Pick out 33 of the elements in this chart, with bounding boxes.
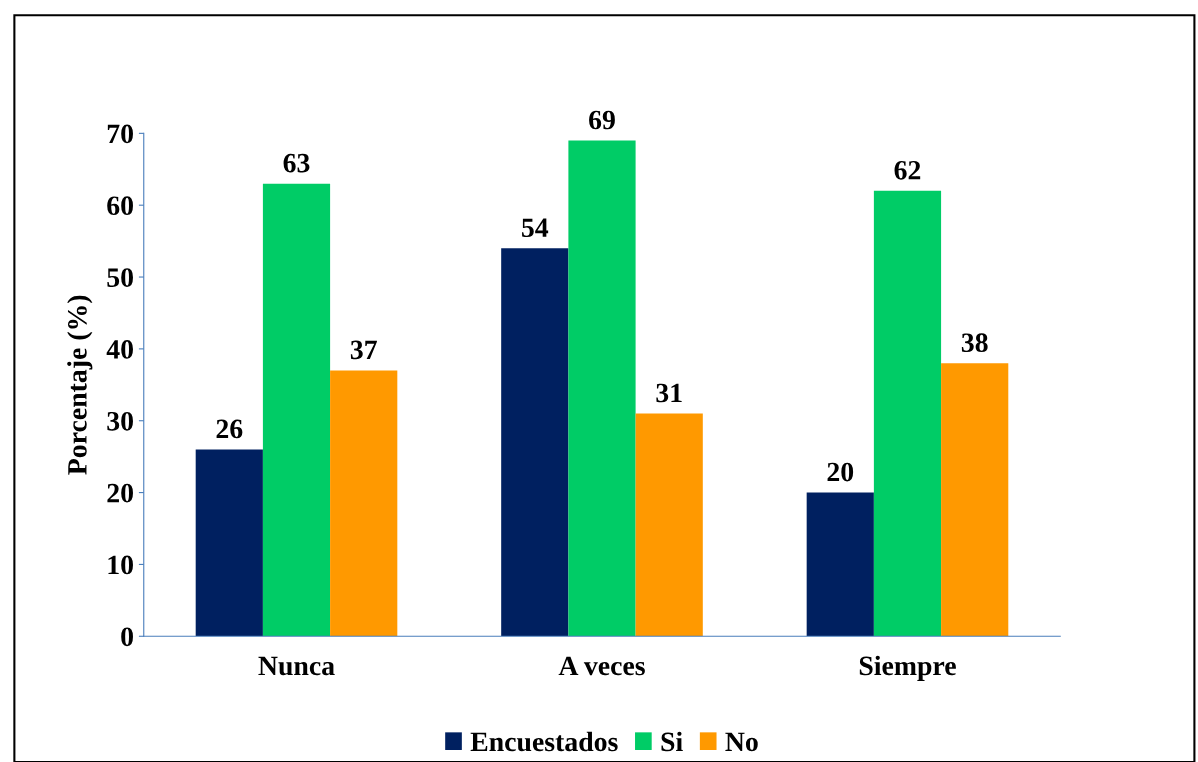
y-tick-label: 20 [107, 483, 133, 503]
y-tick-label: 50 [107, 268, 133, 287]
bar [941, 363, 1009, 637]
data-label: 26 [216, 419, 243, 439]
x-tick-label: Nunca [258, 656, 335, 676]
y-tick-label: 10 [108, 555, 133, 575]
data-label: 63 [283, 153, 310, 173]
legend-label: No [725, 732, 758, 752]
data-label: 62 [894, 160, 921, 180]
bar [806, 492, 874, 637]
bar [635, 413, 703, 637]
bar [873, 190, 942, 637]
legend-label: Encuestados [470, 731, 618, 752]
legend-label: Si [661, 731, 683, 752]
bar [568, 140, 636, 637]
data-label: 20 [827, 462, 854, 482]
bar [195, 449, 263, 637]
y-tick-label: 40 [106, 340, 133, 359]
y-tick-label: 70 [107, 124, 133, 144]
x-tick-label: Siempre [859, 655, 956, 681]
bar [501, 248, 569, 637]
y-tick-label: 30 [107, 411, 133, 431]
data-label: 38 [961, 333, 988, 353]
y-tick-label: 0 [121, 627, 133, 647]
bar [262, 183, 331, 637]
data-label: 31 [656, 383, 682, 403]
data-label: 37 [350, 340, 377, 360]
data-label: 54 [522, 218, 549, 238]
bar [330, 370, 398, 637]
y-axis-title: Porcentaje (%) [67, 295, 93, 475]
data-label: 69 [589, 110, 615, 130]
x-tick-label: A veces [558, 656, 645, 676]
y-tick-label: 60 [107, 196, 133, 216]
